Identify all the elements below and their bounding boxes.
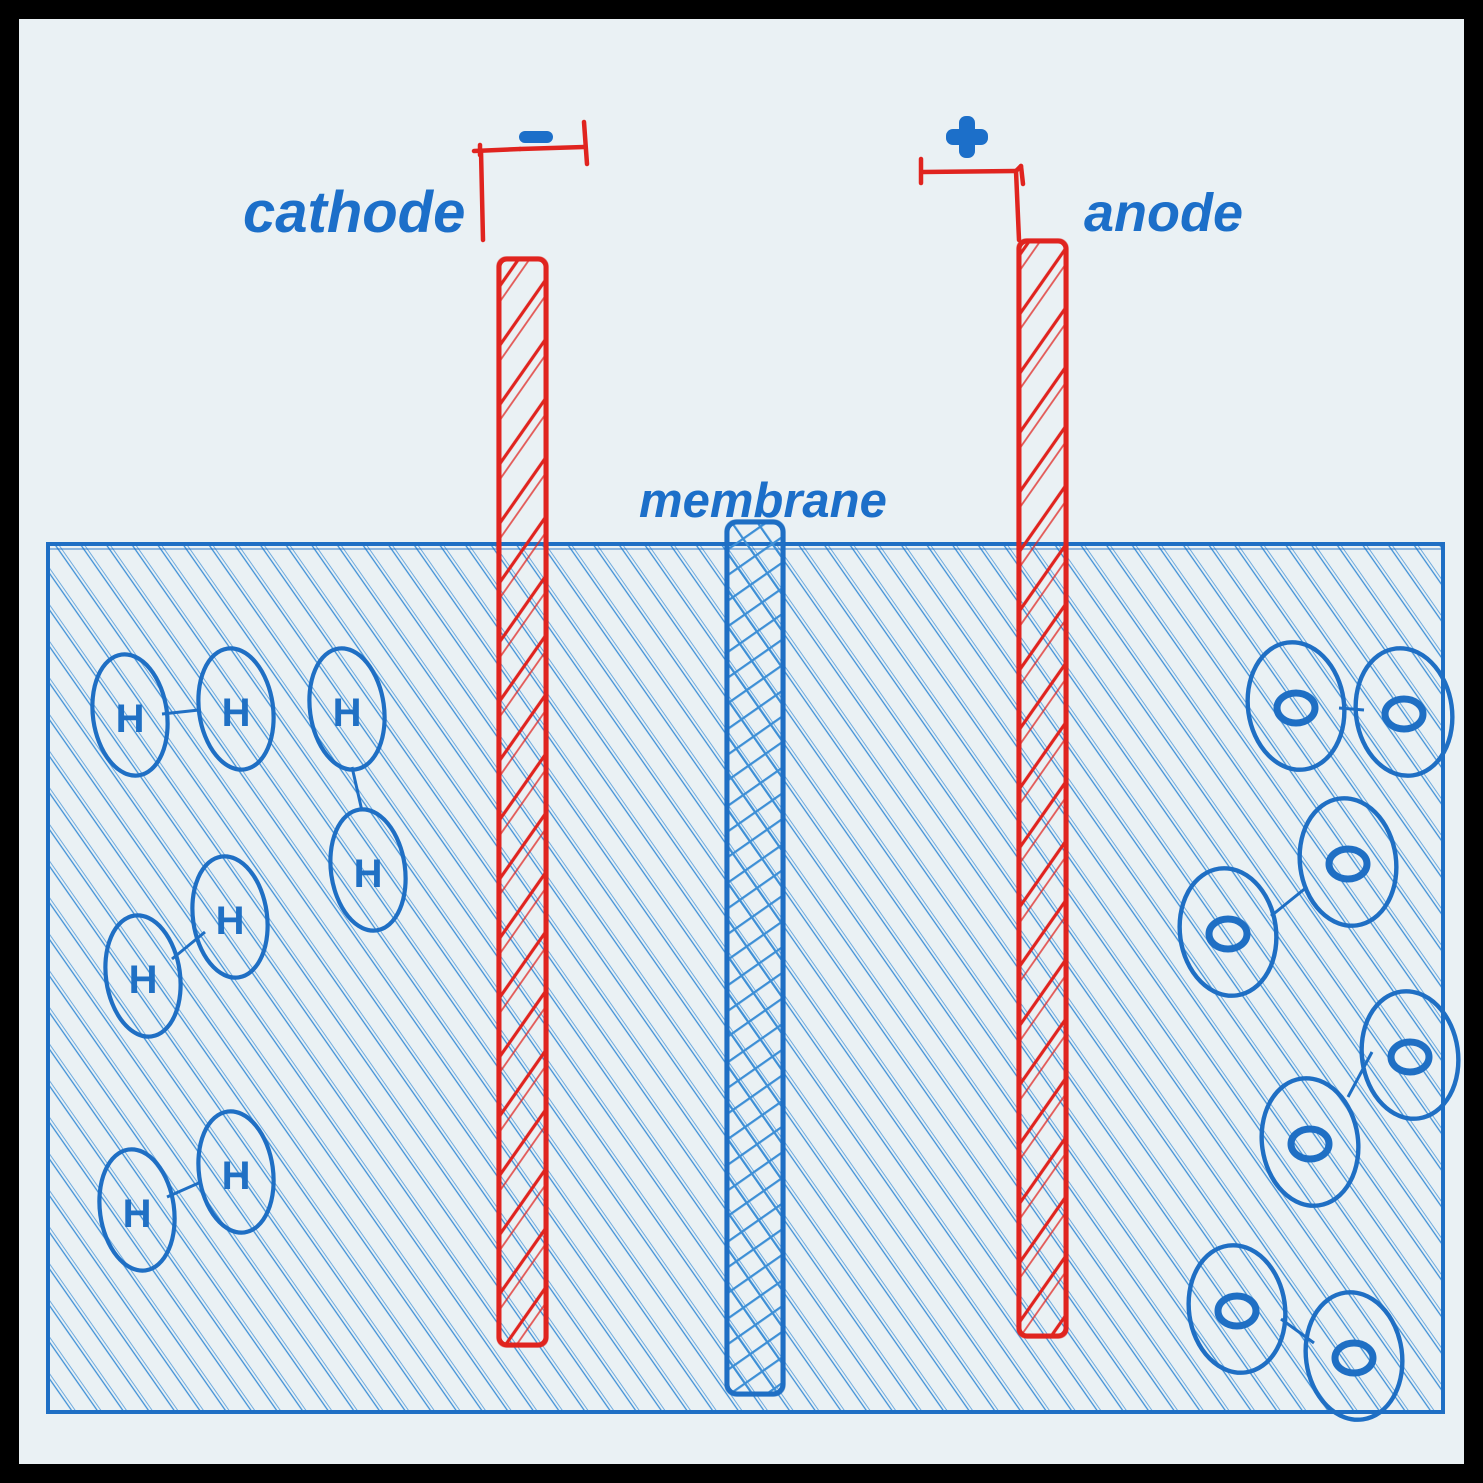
svg-text:anode: anode [1084, 183, 1243, 243]
svg-text:membrane: membrane [639, 474, 887, 528]
svg-text:cathode: cathode [243, 180, 465, 245]
